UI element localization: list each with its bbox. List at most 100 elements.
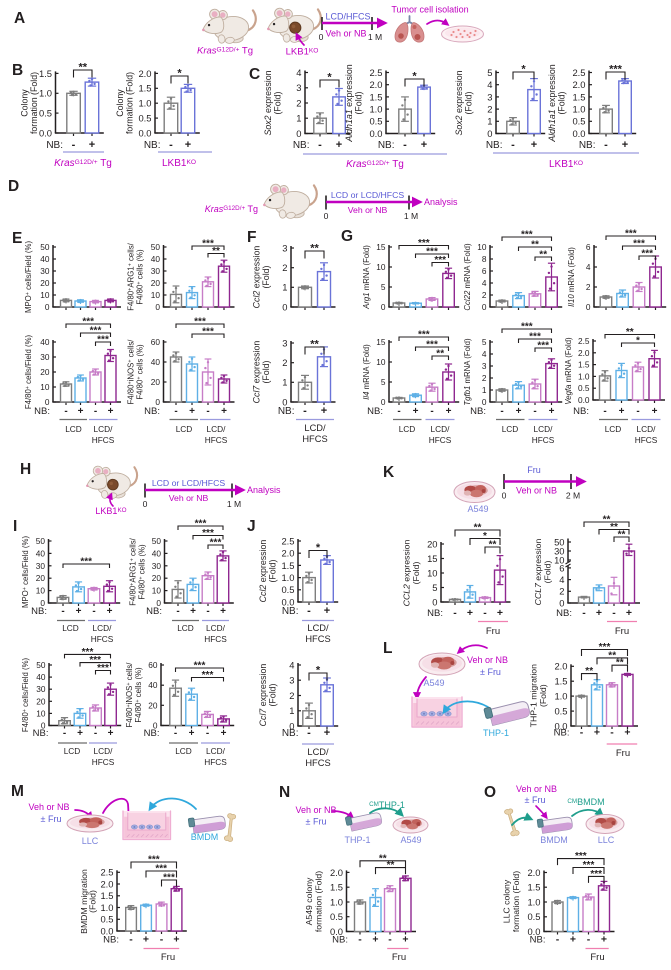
- svg-text:+: +: [324, 605, 330, 617]
- svg-text:20: 20: [151, 377, 161, 387]
- svg-text:***: ***: [434, 255, 446, 266]
- svg-text:HFCS: HFCS: [92, 435, 115, 445]
- svg-text:O: O: [484, 784, 496, 801]
- svg-text:formation (Fold): formation (Fold): [313, 871, 323, 932]
- svg-text:**: **: [610, 522, 618, 533]
- svg-text:-: -: [169, 139, 173, 151]
- svg-text:2.0: 2.0: [554, 661, 567, 672]
- svg-text:0: 0: [432, 596, 437, 607]
- svg-text:2: 2: [559, 586, 564, 597]
- svg-text:**: **: [212, 246, 220, 257]
- svg-text:+: +: [467, 607, 473, 619]
- svg-text:40: 40: [152, 548, 162, 558]
- svg-text:Arg1 mRNA (Fold): Arg1 mRNA (Fold): [362, 245, 371, 310]
- svg-text:HFCS: HFCS: [91, 634, 114, 644]
- svg-text:HFCS: HFCS: [305, 758, 330, 768]
- svg-text:40: 40: [151, 357, 161, 367]
- svg-text:Veh or NB: Veh or NB: [348, 205, 388, 215]
- svg-text:(Fold): (Fold): [411, 562, 421, 585]
- svg-text:N: N: [279, 784, 290, 801]
- svg-text:1.5: 1.5: [578, 360, 590, 370]
- svg-text:10: 10: [40, 290, 50, 300]
- svg-text:0: 0: [153, 721, 158, 731]
- svg-text:NB:: NB:: [146, 606, 162, 617]
- svg-text:LCD/: LCD/: [93, 623, 113, 633]
- svg-text:0.5: 0.5: [100, 914, 113, 925]
- svg-text:+: +: [324, 727, 330, 739]
- svg-text:+: +: [221, 728, 227, 739]
- svg-text:2.5: 2.5: [578, 336, 590, 346]
- svg-text:(Fold): (Fold): [268, 683, 278, 706]
- svg-text:**: **: [616, 658, 624, 669]
- svg-text:+: +: [76, 606, 82, 617]
- svg-text:***: ***: [90, 326, 102, 337]
- svg-text:20: 20: [40, 367, 50, 377]
- svg-text:***: ***: [583, 860, 595, 871]
- svg-text:3: 3: [282, 337, 287, 348]
- svg-text:***: ***: [82, 317, 94, 328]
- svg-text:Veh or NB: Veh or NB: [325, 29, 366, 39]
- svg-text:formation (Fold): formation (Fold): [29, 72, 39, 134]
- svg-text:-: -: [580, 727, 584, 739]
- svg-text:+: +: [413, 406, 419, 417]
- svg-text:2.0: 2.0: [330, 867, 343, 878]
- svg-text:0: 0: [559, 597, 564, 608]
- svg-text:(Fold): (Fold): [542, 561, 552, 584]
- svg-text:0.5: 0.5: [39, 108, 52, 119]
- svg-text:0: 0: [41, 721, 46, 731]
- svg-text:LCD/: LCD/: [304, 423, 326, 433]
- svg-text:1.0: 1.0: [138, 98, 151, 109]
- svg-text:20: 20: [40, 278, 50, 288]
- svg-text:F4/80+ cells/Field (%): F4/80+ cells/Field (%): [24, 334, 33, 409]
- svg-text:LCD/: LCD/: [206, 746, 226, 756]
- svg-text:Ccl2 expression: Ccl2 expression: [252, 246, 262, 309]
- svg-text:+: +: [173, 934, 179, 946]
- svg-text:F4/80+ cells (%): F4/80+ cells (%): [138, 544, 147, 600]
- svg-text:+: +: [108, 728, 114, 739]
- svg-text:1 M: 1 M: [404, 211, 418, 221]
- svg-text:BMDM: BMDM: [191, 832, 219, 842]
- svg-text:+: +: [189, 728, 195, 739]
- svg-text:0: 0: [502, 491, 507, 501]
- svg-text:15: 15: [427, 553, 437, 564]
- svg-text:0.0: 0.0: [39, 127, 52, 138]
- svg-text:10: 10: [554, 554, 564, 565]
- svg-text:***: ***: [418, 238, 430, 249]
- svg-text:0.5: 0.5: [369, 116, 382, 127]
- svg-text:**: **: [436, 349, 444, 360]
- svg-text:L: L: [383, 640, 392, 657]
- svg-text:NB:: NB:: [554, 728, 570, 739]
- svg-text:Ccl22 mRNA (Fold): Ccl22 mRNA (Fold): [463, 243, 472, 311]
- svg-text:-: -: [176, 606, 179, 617]
- svg-text:*: *: [316, 665, 321, 677]
- svg-text:-: -: [174, 728, 177, 739]
- svg-text:LCD or LCD/HFCS: LCD or LCD/HFCS: [331, 190, 405, 200]
- svg-text:-: -: [318, 139, 322, 151]
- svg-text:0: 0: [143, 499, 148, 509]
- svg-text:Ccl2 expression: Ccl2 expression: [258, 540, 268, 603]
- svg-text:Veh or NB: Veh or NB: [169, 493, 209, 503]
- svg-text:HFCS: HFCS: [92, 757, 115, 767]
- svg-text:± Fru: ± Fru: [525, 795, 546, 805]
- svg-text:1.5: 1.5: [572, 91, 585, 102]
- svg-text:NB:: NB:: [486, 140, 503, 151]
- svg-text:50: 50: [36, 536, 46, 546]
- svg-text:***: ***: [609, 64, 623, 76]
- svg-text:2.0: 2.0: [578, 348, 590, 358]
- svg-text:1 M: 1 M: [227, 499, 241, 509]
- svg-text:**: **: [531, 240, 539, 251]
- svg-text:HFCS: HFCS: [302, 434, 327, 444]
- svg-text:HFCS: HFCS: [532, 435, 555, 445]
- svg-text:NB:: NB:: [144, 728, 160, 739]
- svg-text:2.0: 2.0: [527, 867, 540, 878]
- svg-text:-: -: [358, 934, 362, 946]
- svg-text:2.0: 2.0: [138, 68, 151, 79]
- svg-text:1.0: 1.0: [281, 572, 294, 583]
- svg-text:***: ***: [194, 661, 206, 672]
- svg-text:(Fold): (Fold): [354, 91, 364, 114]
- svg-text:1.0: 1.0: [100, 902, 113, 913]
- svg-text:LCD: LCD: [502, 424, 519, 434]
- svg-text:Tgfb1 mRNA (Fold): Tgfb1 mRNA (Fold): [463, 338, 472, 406]
- svg-text:CCL2 expression: CCL2 expression: [402, 540, 412, 607]
- svg-text:0.5: 0.5: [554, 706, 567, 717]
